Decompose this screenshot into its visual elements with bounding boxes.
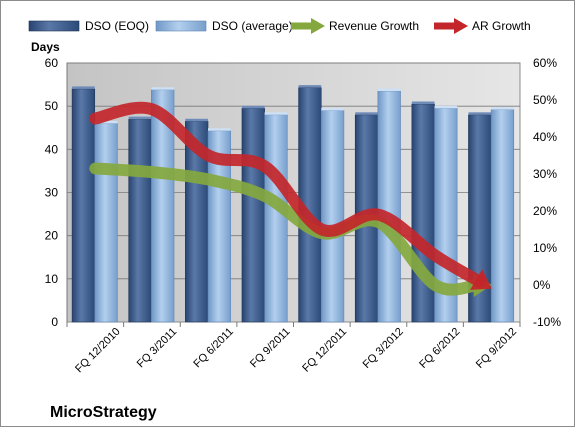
bar-dso-average bbox=[490, 109, 515, 323]
legend-label-revenue-growth: Revenue Growth bbox=[329, 19, 419, 33]
bar-top-dso-average bbox=[151, 87, 175, 90]
x-tick-label: FQ 3/2011 bbox=[135, 326, 180, 371]
y2-tick-label: 10% bbox=[533, 241, 557, 255]
bar-dso-average bbox=[94, 123, 118, 323]
y-tick-label: 0 bbox=[51, 315, 58, 329]
x-tick-label: FQ 12/2010 bbox=[73, 326, 123, 376]
x-tick-label: FQ 9/2011 bbox=[248, 326, 293, 371]
growth-lines bbox=[89, 101, 492, 297]
legend: DSO (EOQ) DSO (average) Revenue Growth AR G… bbox=[28, 18, 531, 34]
y2-tick-label: -10% bbox=[533, 315, 561, 329]
bar-top-dso-eoq bbox=[185, 118, 208, 122]
y2-tick-label: 60% bbox=[533, 56, 557, 70]
y2-tick-label: 40% bbox=[533, 130, 557, 144]
bar-dso-average bbox=[377, 90, 401, 323]
chart-title: MicroStrategy bbox=[50, 404, 157, 421]
legend-label-ar-growth: AR Growth bbox=[472, 19, 531, 33]
bar-dso-eoq bbox=[71, 88, 96, 323]
x-tick-label: FQ 6/2012 bbox=[417, 326, 462, 371]
y-axis-label: Days bbox=[31, 40, 60, 54]
arrowhead-ar-growth bbox=[470, 269, 492, 290]
bar-top-dso-eoq bbox=[468, 112, 492, 115]
x-tick-label: FQ 12/2011 bbox=[300, 326, 349, 375]
y-tick-label: 30 bbox=[45, 186, 59, 200]
y2-tick-label: 30% bbox=[533, 167, 557, 181]
bar-top-dso-average bbox=[207, 128, 231, 131]
line-ar-growth bbox=[89, 101, 486, 288]
bar-top-dso-average bbox=[377, 88, 401, 92]
bar-top-dso-average bbox=[321, 107, 344, 111]
x-tick-label: FQ 9/2012 bbox=[474, 326, 519, 371]
y2-tick-label: 0% bbox=[533, 278, 551, 292]
bar-dso-eoq bbox=[128, 118, 152, 323]
bar-top-dso-average bbox=[491, 107, 514, 110]
bar-top-dso-eoq bbox=[355, 112, 378, 115]
y-tick-label: 10 bbox=[45, 272, 59, 286]
legend-swatch-dso-average bbox=[155, 20, 207, 32]
y2-tick-label: 50% bbox=[533, 93, 557, 107]
bar-top-dso-average bbox=[264, 112, 288, 115]
bar-top-dso-average bbox=[434, 105, 458, 109]
line-revenue-growth bbox=[89, 162, 484, 296]
y-tick-label: 50 bbox=[45, 99, 59, 113]
bar-top-dso-average bbox=[94, 120, 118, 124]
legend-swatch-dso-eoq bbox=[28, 20, 80, 32]
bar-top-dso-eoq bbox=[298, 85, 322, 88]
legend-arrowhead-revenue-growth bbox=[311, 18, 325, 34]
x-tick-label: FQ 6/2011 bbox=[191, 326, 236, 371]
legend-label-dso-eoq: DSO (EOQ) bbox=[85, 19, 149, 33]
bar-top-dso-eoq bbox=[128, 116, 152, 120]
bar-dso-eoq bbox=[241, 108, 265, 323]
legend-label-dso-average: DSO (average) bbox=[212, 19, 293, 33]
x-tick-label: FQ 3/2012 bbox=[361, 326, 406, 371]
legend-arrowhead-ar-growth bbox=[454, 18, 468, 34]
bar-dso-average bbox=[264, 114, 288, 323]
y2-tick-label: 20% bbox=[533, 204, 557, 218]
y-tick-label: 20 bbox=[45, 229, 59, 243]
y-tick-label: 60 bbox=[45, 56, 59, 70]
bar-dso-average bbox=[320, 110, 345, 323]
bar-top-dso-eoq bbox=[72, 86, 95, 89]
bar-top-dso-eoq bbox=[411, 101, 435, 105]
bar-top-dso-eoq bbox=[241, 105, 265, 109]
y-tick-label: 40 bbox=[45, 142, 59, 156]
